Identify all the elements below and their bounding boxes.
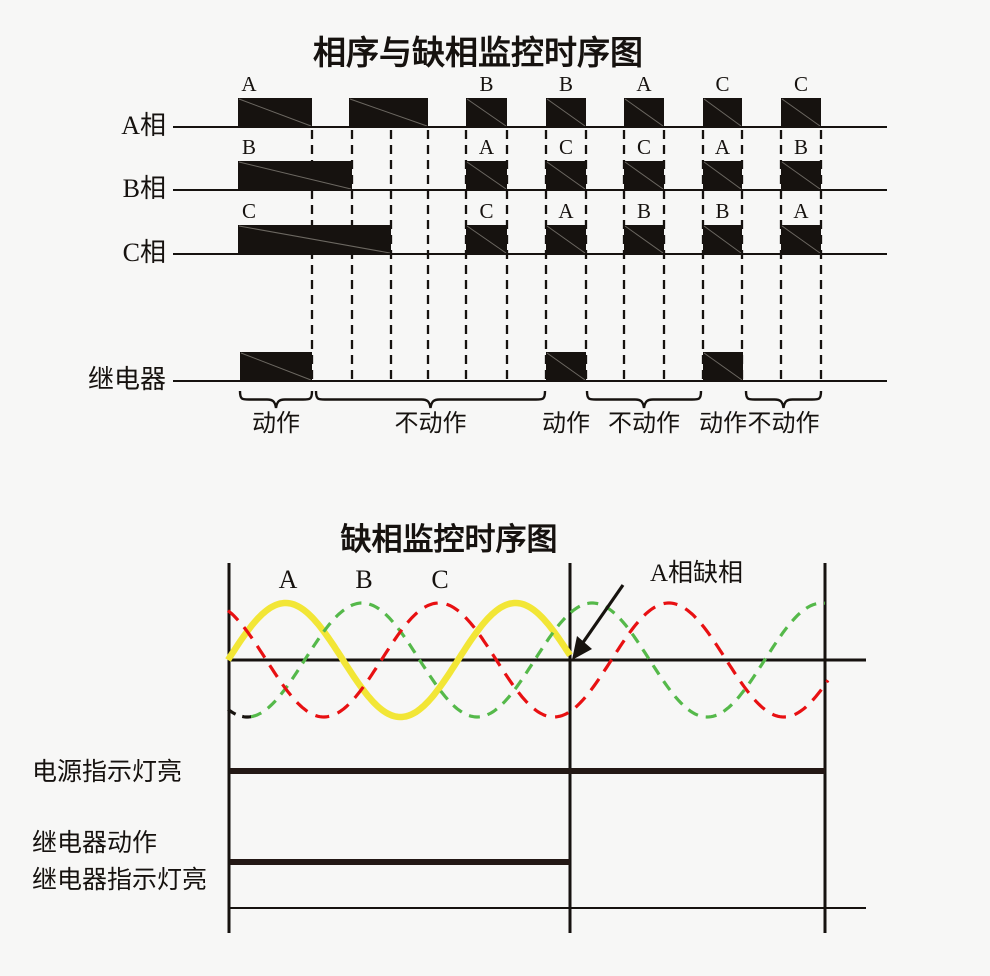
pulse-tag: A [558, 199, 574, 223]
zone-label: 动作 [252, 410, 300, 437]
relay-action-label: 继电器动作 [32, 829, 157, 857]
zone-brace [314, 390, 547, 409]
pulse-tag: B [715, 199, 729, 223]
pulse-tag: A [715, 135, 731, 159]
zone-label: 不动作 [608, 410, 680, 437]
pulse-diagonal [546, 225, 586, 254]
pulse-tag: B [559, 72, 573, 96]
phase-loss-arrow-line [580, 584, 625, 645]
phase-loss-arrow-head [572, 636, 592, 660]
phase-loss-annotation: A相缺相 [650, 559, 743, 587]
pulse-diagonal [624, 98, 664, 127]
bottom-chart-lines-layer [227, 563, 866, 933]
zone-label: 动作 [699, 410, 747, 437]
pulse-tag: B [479, 72, 493, 96]
pulse-diagonal [238, 225, 391, 254]
pulse-diagonal [781, 98, 821, 127]
row-label-phase-b: B相 [123, 174, 166, 203]
wave-label-c: C [431, 565, 448, 594]
top-title: 相序与缺相监控时序图 [313, 35, 643, 72]
pulse-tag: B [242, 135, 256, 159]
pulse-diagonal [624, 225, 664, 254]
row-label-phase-a: A相 [121, 111, 166, 140]
sine-waves-layer [225, 599, 830, 721]
pulse-tag: C [637, 135, 651, 159]
pulse-diagonal [240, 352, 312, 381]
wave-phase-b [250, 601, 826, 719]
pulse-blocks-layer [238, 98, 821, 381]
bottom-title: 缺相监控时序图 [341, 522, 558, 557]
pulse-diagonal [349, 98, 428, 127]
pulse-tags-layer: A B B A C CB A C C A BC C A B B A动作 不动作 动作 不动作 动作 不动作 [241, 72, 819, 437]
power-indicator-label: 电源指示灯亮 [32, 758, 182, 786]
wave-label-b: B [355, 565, 372, 594]
pulse-diagonal [546, 352, 586, 381]
zone-brace [238, 390, 314, 409]
guide-dashed-lines-layer [310, 130, 823, 381]
relay-indicator-label: 继电器指示灯亮 [32, 866, 207, 894]
pulse-tag: B [794, 135, 808, 159]
pulse-tag: C [559, 135, 573, 159]
pulse-tag: C [479, 199, 493, 223]
zone-label: 不动作 [748, 410, 820, 437]
pulse-diagonal [781, 225, 821, 254]
pulse-tag: A [479, 135, 495, 159]
pulse-tag: C [794, 72, 808, 96]
wave-start-black-segment [227, 708, 253, 719]
row-baselines-layer [173, 126, 887, 382]
zone-brace [744, 390, 823, 409]
pulse-diagonal [466, 161, 507, 190]
wave-phase-a [225, 599, 573, 721]
pulse-diagonal [238, 98, 312, 127]
pulse-diagonal [703, 225, 742, 254]
zone-label: 不动作 [395, 410, 467, 437]
pulse-tag: A [793, 199, 809, 223]
pulse-diagonal [624, 161, 664, 190]
pulse-tag: C [715, 72, 729, 96]
pulse-diagonal [703, 98, 742, 127]
pulse-diagonal [703, 352, 743, 381]
pulse-diagonal [546, 98, 586, 127]
pulse-tag: A [241, 72, 257, 96]
zone-label: 动作 [542, 410, 590, 437]
pulse-diagonal [546, 161, 586, 190]
pulse-tag: C [242, 199, 256, 223]
row-label-phase-c: C相 [123, 238, 166, 267]
pulse-tag: B [637, 199, 651, 223]
pulse-tag: A [636, 72, 652, 96]
row-label-relay: 继电器 [88, 365, 166, 394]
zone-braces-layer [238, 390, 823, 409]
pulse-diagonal [703, 161, 742, 190]
wave-label-a: A [279, 565, 298, 594]
pulse-diagonal [238, 161, 352, 190]
zone-brace [585, 390, 703, 409]
pulse-diagonal [466, 98, 507, 127]
wave-phase-c [226, 601, 830, 719]
pulse-diagonal [781, 161, 821, 190]
pulse-diagonal [466, 225, 507, 254]
